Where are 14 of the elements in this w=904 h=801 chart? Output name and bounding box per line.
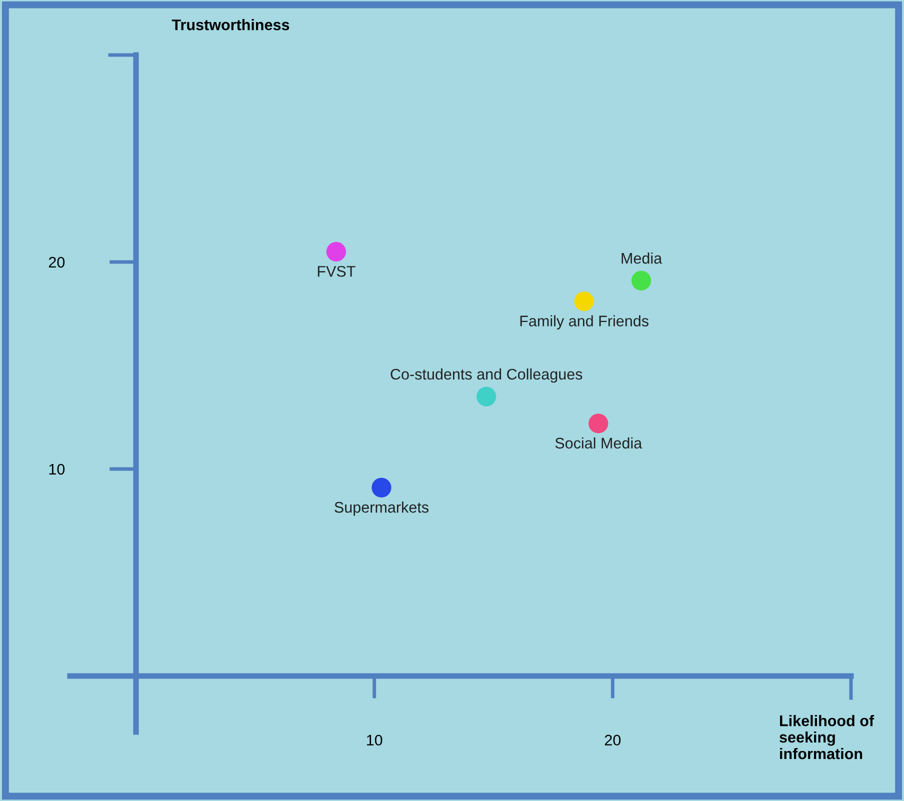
point <box>476 386 496 406</box>
series-label: FVST <box>318 266 356 277</box>
series-label: Supermarkets <box>334 502 428 516</box>
point <box>372 478 392 498</box>
point <box>631 270 652 290</box>
point <box>574 292 594 312</box>
series-label: Co-students and Colleagues <box>390 368 582 383</box>
series-label: Media <box>622 252 662 264</box>
y-axis-title: Trustworthiness <box>172 19 290 30</box>
series-label: Social Media <box>555 437 642 449</box>
series-label: Family and Friends <box>520 315 648 330</box>
point <box>588 414 608 434</box>
x-axis-title: Likelihood of seeking information <box>780 715 874 760</box>
point <box>326 242 346 262</box>
